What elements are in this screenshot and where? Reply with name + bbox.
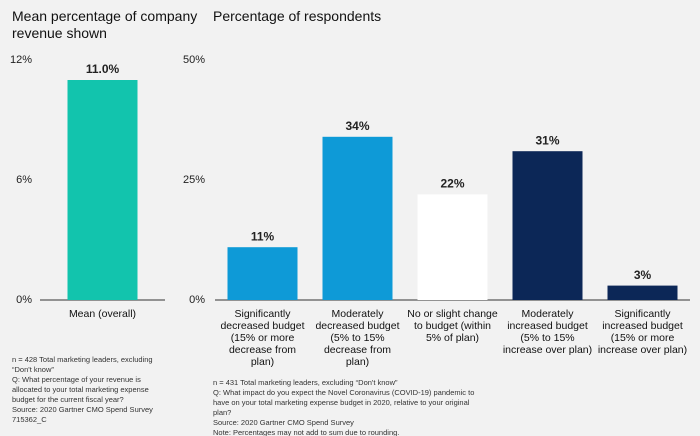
footnote: n = 431 Total marketing leaders, excludi…	[213, 378, 398, 387]
value-label: 11%	[251, 229, 275, 243]
y-tick-label: 50%	[183, 54, 205, 66]
x-tick-label: Moderately decreased budget (5% to 15% d…	[315, 308, 400, 368]
bar	[67, 80, 138, 300]
y-tick-label: 25%	[183, 174, 205, 186]
bar	[417, 194, 488, 300]
y-tick-label: 6%	[16, 174, 32, 186]
bar	[512, 151, 583, 300]
footnote: Q: What impact do you expect the Novel C…	[213, 388, 475, 417]
value-label: 34%	[345, 119, 369, 133]
chart-title: Percentage of respondents	[213, 8, 382, 24]
x-tick-label: Significantly increased budget (15% or m…	[597, 308, 688, 356]
footnote: 715362_C	[12, 415, 47, 424]
y-tick-label: 0%	[189, 294, 205, 306]
y-tick-label: 0%	[16, 294, 32, 306]
x-tick-label: No or slight change to budget (within 5%…	[407, 308, 498, 344]
footnote: Source: 2020 Gartner CMO Spend Survey	[213, 418, 354, 427]
value-label: 22%	[440, 177, 464, 191]
footnote: Q: What percentage of your revenue is al…	[12, 375, 149, 404]
footnote: Source: 2020 Gartner CMO Spend Survey	[12, 405, 153, 414]
footnote: Note: Percentages may not add to sum due…	[213, 428, 400, 436]
bar	[607, 285, 678, 300]
x-tick-label: Significantly decreased budget (15% or m…	[220, 308, 305, 368]
bar	[322, 136, 393, 300]
chart-title: Mean percentage of company revenue shown	[12, 8, 198, 41]
footnotes: n = 431 Total marketing leaders, excludi…	[213, 378, 483, 436]
value-label: 11.0%	[86, 62, 120, 76]
value-label: 31%	[535, 133, 559, 147]
x-tick-label: Moderately increased budget (5% to 15% i…	[502, 308, 593, 356]
footnote: n = 428 Total marketing leaders, excludi…	[12, 355, 153, 374]
value-label: 3%	[634, 268, 652, 282]
y-tick-label: 12%	[10, 54, 32, 66]
bar	[227, 247, 298, 300]
x-tick-label: Mean (overall)	[68, 308, 137, 320]
footnotes: n = 428 Total marketing leaders, excludi…	[12, 355, 162, 425]
